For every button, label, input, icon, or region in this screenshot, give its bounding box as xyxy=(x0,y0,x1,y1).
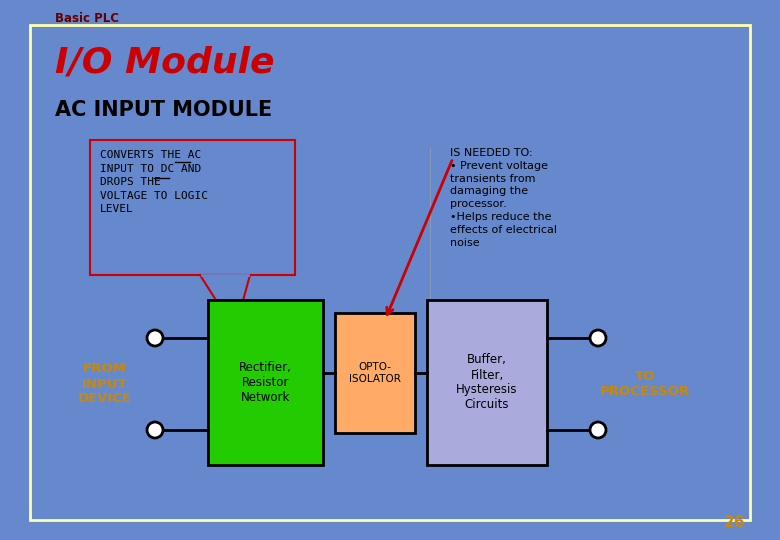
Text: IS NEEDED TO:
• Prevent voltage
transients from
damaging the
processor.
•Helps r: IS NEEDED TO: • Prevent voltage transien… xyxy=(450,148,557,248)
Text: Rectifier,
Resistor
Network: Rectifier, Resistor Network xyxy=(239,361,292,404)
Bar xyxy=(90,140,295,275)
Bar xyxy=(208,300,323,465)
Circle shape xyxy=(147,330,163,346)
Text: FROM
INPUT
DEVICE: FROM INPUT DEVICE xyxy=(78,362,132,406)
Bar xyxy=(427,300,547,465)
Circle shape xyxy=(590,330,606,346)
Circle shape xyxy=(147,422,163,438)
Text: TO
PROCESSOR: TO PROCESSOR xyxy=(600,370,690,398)
Text: OPTO-
ISOLATOR: OPTO- ISOLATOR xyxy=(349,362,401,384)
Text: AC INPUT MODULE: AC INPUT MODULE xyxy=(55,100,272,120)
Circle shape xyxy=(590,422,606,438)
Polygon shape xyxy=(200,275,250,330)
Text: 26: 26 xyxy=(724,515,745,530)
Text: Buffer,
Filter,
Hysteresis
Circuits: Buffer, Filter, Hysteresis Circuits xyxy=(456,354,518,411)
Text: Basic PLC: Basic PLC xyxy=(55,12,119,25)
Text: CONVERTS THE AC
INPUT TO DC AND
DROPS THE
VOLTAGE TO LOGIC
LEVEL: CONVERTS THE AC INPUT TO DC AND DROPS TH… xyxy=(100,150,208,214)
Bar xyxy=(335,313,415,433)
Text: I/O Module: I/O Module xyxy=(55,45,275,79)
